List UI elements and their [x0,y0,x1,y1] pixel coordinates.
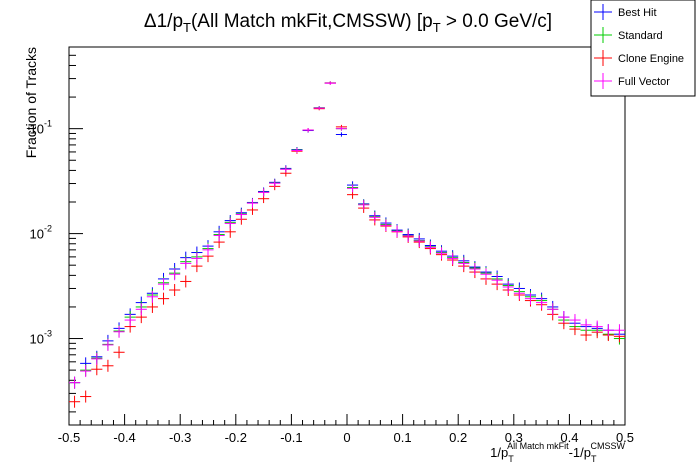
data-point [146,290,158,303]
chart-title: Δ1/pT(All Match mkFit,CMSSW) [pT > 0.0 G… [144,11,552,35]
data-point [613,324,625,337]
x-tick-label: 0.3 [505,430,523,445]
data-point [246,198,259,208]
data-point [558,311,570,324]
legend-entry: Clone Engine [594,50,684,66]
data-point [602,324,614,337]
data-point [291,147,303,154]
data-point [157,278,170,291]
data-point [402,229,414,242]
data-point [135,303,147,316]
data-point [202,243,214,256]
y-axis-label: Fraction of Tracks [23,47,39,158]
x-tick-label: 0.1 [394,430,412,445]
legend-label: Clone Engine [618,53,684,65]
x-tick-label: -0.3 [169,430,191,445]
legend-entry: Full Vector [594,73,670,89]
legend: Best Hit Standard Clone Engine Full Vector [590,0,696,97]
x-tick-label: -0.4 [113,430,135,445]
data-point [157,292,170,305]
data-point [369,211,381,223]
data-point [180,275,192,288]
data-point [235,209,247,220]
series-best-hit [69,81,625,389]
data-point [335,132,347,137]
data-point [513,287,525,300]
legend-entry: Standard [594,27,663,43]
data-point [424,241,436,254]
data-point [91,352,103,365]
x-tick-label: 0.2 [449,430,467,445]
y-axis: 10-3 10-2 10-1 [30,54,83,413]
legend-entry: Best Hit [594,4,657,20]
data-point [469,262,481,275]
data-point [380,219,392,232]
x-tick-label: -0.1 [280,430,302,445]
data-point [435,247,448,260]
data-point [91,363,103,376]
x-tick-label: -0.5 [58,430,80,445]
x-tick-label: 0 [343,430,350,445]
data-point [213,229,225,242]
data-point [80,390,92,403]
data-point [113,346,125,359]
x-tick-label: 0.5 [616,430,634,445]
series-full-vector [69,81,625,389]
data-point [102,359,114,372]
data-point [313,106,325,110]
data-point [302,127,314,133]
data-point [480,268,492,281]
data-point [569,314,581,327]
x-axis: -0.5 -0.4 -0.3 -0.2 -0.1 0 0.1 0.2 0.3 0.4 0.5 [58,414,634,445]
data-point [113,325,125,338]
data-point [146,300,158,313]
legend-label: Standard [618,30,663,42]
data-point [580,318,592,331]
data-point [347,184,359,193]
data-point [502,280,514,293]
data-point [258,188,270,197]
series-clone-engine [69,81,625,408]
series-layer [69,81,625,408]
data-point [80,365,92,378]
data-point [124,314,136,327]
data-point [547,303,559,316]
data-point [224,217,236,230]
legend-label: Full Vector [618,76,670,88]
x-tick-label: 0.4 [560,430,578,445]
data-point [358,200,370,210]
data-point [169,268,181,281]
data-point [591,320,603,333]
data-point [447,252,459,265]
data-point [391,225,403,238]
y-tick-label: 10-3 [30,329,52,347]
data-point [169,284,181,297]
data-point [191,252,203,265]
data-point [280,166,292,173]
y-tick-label: 10-1 [30,119,52,137]
series-standard [69,81,625,389]
data-point [102,338,114,351]
data-point [536,296,548,309]
data-point [413,235,425,248]
data-point [269,179,281,187]
data-point [69,395,81,408]
x-tick-label: -0.2 [225,430,247,445]
data-point [458,257,470,270]
data-point [180,257,192,270]
data-point [524,292,537,305]
data-point [491,274,503,287]
data-point [580,329,592,342]
plot-frame [68,46,626,426]
x-axis-label: 1/pTAll Match mkFit-1/pTCMSSW [490,441,625,464]
data-point [324,81,336,85]
legend-box [590,0,696,97]
data-point [335,126,347,131]
y-tick-label: 10-2 [30,224,52,242]
data-point [69,376,81,389]
legend-label: Best Hit [618,7,657,19]
